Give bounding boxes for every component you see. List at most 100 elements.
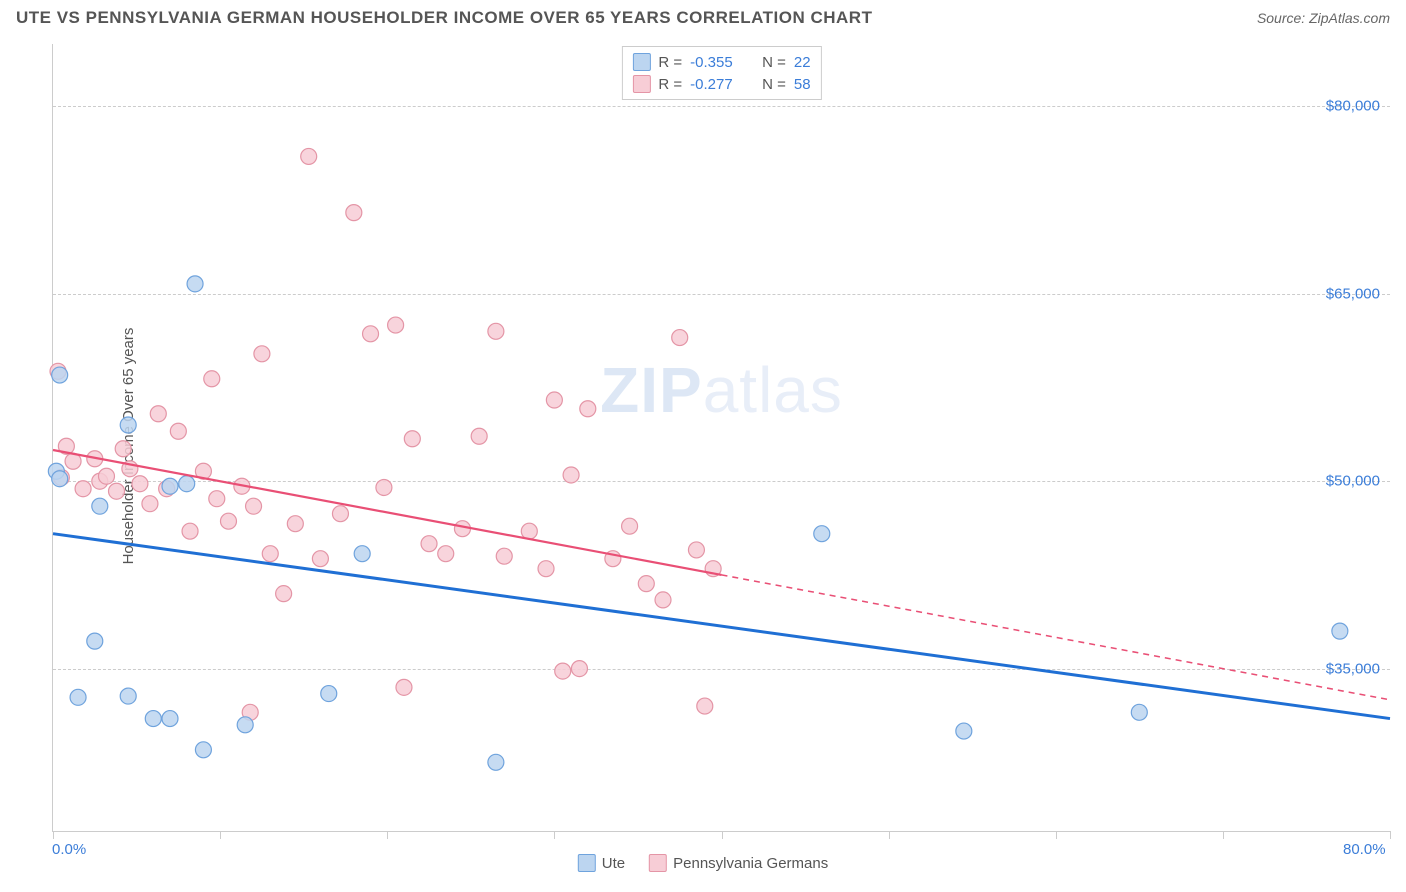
legend-swatch	[578, 854, 596, 872]
xtick-label: 0.0%	[52, 841, 86, 858]
data-point	[237, 717, 253, 733]
r-label: R =	[658, 54, 682, 71]
data-point	[162, 478, 178, 494]
data-point	[75, 481, 91, 497]
data-point	[301, 148, 317, 164]
data-point	[150, 406, 166, 422]
xtick	[387, 831, 388, 839]
data-point	[354, 546, 370, 562]
data-point	[1131, 704, 1147, 720]
data-point	[538, 561, 554, 577]
data-point	[162, 711, 178, 727]
data-point	[220, 513, 236, 529]
xtick	[554, 831, 555, 839]
data-point	[179, 476, 195, 492]
data-point	[145, 711, 161, 727]
data-point	[262, 546, 278, 562]
data-point	[688, 542, 704, 558]
legend-label: Ute	[602, 855, 625, 872]
data-point	[204, 371, 220, 387]
data-point	[563, 467, 579, 483]
data-point	[546, 392, 562, 408]
data-point	[396, 679, 412, 695]
legend-item: Ute	[578, 854, 625, 872]
n-label: N =	[762, 76, 786, 93]
data-point	[52, 367, 68, 383]
data-point	[187, 276, 203, 292]
trend-line	[53, 534, 1390, 719]
data-point	[421, 536, 437, 552]
data-point	[471, 428, 487, 444]
chart-title: UTE VS PENNSYLVANIA GERMAN HOUSEHOLDER I…	[16, 8, 872, 28]
legend-swatch	[632, 53, 650, 71]
data-point	[70, 689, 86, 705]
scatter-svg	[53, 44, 1390, 831]
data-point	[321, 686, 337, 702]
xtick	[1056, 831, 1057, 839]
data-point	[488, 754, 504, 770]
n-value: 22	[794, 54, 811, 71]
data-point	[622, 518, 638, 534]
data-point	[376, 479, 392, 495]
data-point	[571, 661, 587, 677]
data-point	[488, 323, 504, 339]
data-point	[132, 476, 148, 492]
data-point	[170, 423, 186, 439]
source-label: Source: ZipAtlas.com	[1257, 10, 1390, 26]
xtick	[1223, 831, 1224, 839]
data-point	[276, 586, 292, 602]
xtick	[220, 831, 221, 839]
chart-header: UTE VS PENNSYLVANIA GERMAN HOUSEHOLDER I…	[0, 0, 1406, 32]
trend-line	[53, 450, 722, 575]
data-point	[120, 688, 136, 704]
data-point	[1332, 623, 1348, 639]
legend-swatch	[632, 75, 650, 93]
data-point	[287, 516, 303, 532]
r-label: R =	[658, 76, 682, 93]
r-value: -0.277	[690, 76, 746, 93]
data-point	[182, 523, 198, 539]
data-point	[363, 326, 379, 342]
data-point	[87, 633, 103, 649]
correlation-row: R = -0.355 N = 22	[632, 51, 810, 73]
data-point	[672, 330, 688, 346]
data-point	[956, 723, 972, 739]
data-point	[814, 526, 830, 542]
xtick-label: 80.0%	[1343, 841, 1386, 858]
correlation-row: R = -0.277 N = 58	[632, 73, 810, 95]
data-point	[438, 546, 454, 562]
data-point	[246, 498, 262, 514]
data-point	[52, 471, 68, 487]
xtick	[889, 831, 890, 839]
plot-area: ZIPatlas $35,000$50,000$65,000$80,000 R …	[52, 44, 1390, 832]
data-point	[580, 401, 596, 417]
n-label: N =	[762, 54, 786, 71]
data-point	[142, 496, 158, 512]
xtick	[1390, 831, 1391, 839]
data-point	[346, 205, 362, 221]
data-point	[209, 491, 225, 507]
xtick	[722, 831, 723, 839]
data-point	[454, 521, 470, 537]
data-point	[555, 663, 571, 679]
legend-label: Pennsylvania Germans	[673, 855, 828, 872]
correlation-legend: R = -0.355 N = 22 R = -0.277 N = 58	[621, 46, 821, 100]
data-point	[521, 523, 537, 539]
data-point	[496, 548, 512, 564]
data-point	[697, 698, 713, 714]
data-point	[195, 742, 211, 758]
data-point	[120, 417, 136, 433]
trend-line	[722, 575, 1391, 700]
data-point	[115, 441, 131, 457]
legend-item: Pennsylvania Germans	[649, 854, 828, 872]
data-point	[254, 346, 270, 362]
r-value: -0.355	[690, 54, 746, 71]
data-point	[312, 551, 328, 567]
data-point	[92, 498, 108, 514]
data-point	[109, 483, 125, 499]
data-point	[638, 576, 654, 592]
data-point	[332, 506, 348, 522]
legend-swatch	[649, 854, 667, 872]
data-point	[388, 317, 404, 333]
n-value: 58	[794, 76, 811, 93]
